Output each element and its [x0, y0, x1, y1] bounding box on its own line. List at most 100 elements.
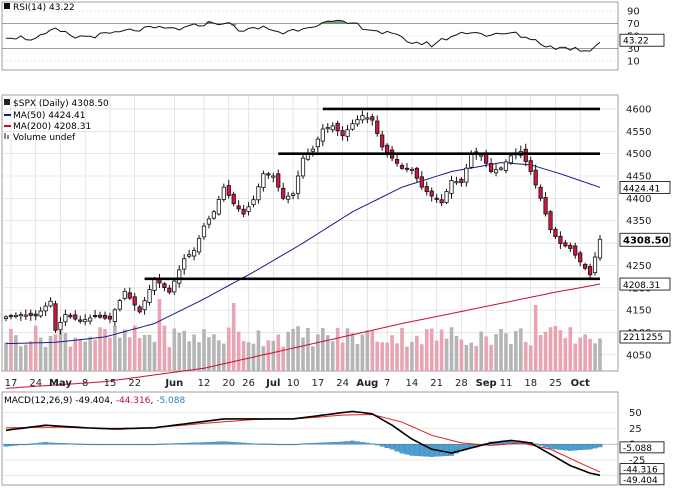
candle-body — [3, 316, 9, 320]
price-tick-label: 4050 — [626, 350, 651, 361]
candle-body — [503, 161, 509, 171]
macd-line-badge: -49.404 — [619, 473, 665, 486]
volume-bar — [137, 338, 142, 371]
volume-bar — [548, 327, 553, 371]
candle-body — [315, 138, 320, 148]
candle-body — [33, 313, 38, 317]
candle-body — [271, 175, 276, 178]
candle-body — [276, 173, 281, 188]
volume-bar — [330, 341, 335, 371]
candle-body — [191, 250, 197, 257]
candle-body — [498, 167, 504, 170]
volume-bar — [578, 337, 582, 371]
candle-body — [246, 206, 251, 212]
date-tick-label: Jun — [164, 378, 183, 389]
date-tick-label: May — [49, 378, 72, 389]
volume-bar — [385, 342, 389, 371]
macd-histogram-bar — [345, 441, 350, 445]
price-panel: 4600455045004450440043504300425042004150… — [1, 94, 671, 389]
volume-bar — [123, 329, 127, 371]
volume-bar — [217, 340, 221, 371]
macd-histogram-bar — [102, 444, 108, 446]
date-tick-label: 7 — [384, 378, 390, 389]
volume-legend-text: Volume undef — [13, 133, 76, 143]
macd-histogram-bar — [82, 443, 88, 445]
macd-histogram-bar — [300, 443, 306, 445]
candle-body — [167, 287, 172, 293]
volume-bar — [162, 325, 167, 371]
macd-histogram-bar — [216, 441, 222, 445]
price-candles — [3, 110, 603, 335]
volume-bar — [593, 343, 597, 371]
candle-body — [375, 120, 380, 134]
candle-body — [241, 208, 246, 215]
candle-body — [523, 148, 528, 162]
candle-body — [310, 148, 316, 152]
candle-body — [340, 130, 345, 137]
macd-histogram-bar — [53, 442, 58, 445]
volume-bar — [454, 335, 459, 371]
candle-body — [449, 180, 454, 194]
volume-bar — [93, 339, 97, 371]
date-tick-label: 22 — [128, 378, 141, 389]
candle-body — [187, 254, 192, 257]
candle-body — [38, 310, 43, 317]
macd-histogram-bar — [77, 443, 83, 445]
volume-bar — [434, 340, 439, 371]
volume-bar — [241, 340, 246, 371]
volume-legend-swatch-2 — [7, 135, 9, 139]
volume-bar — [509, 343, 513, 371]
svg-text:-44.316: -44.316 — [623, 466, 658, 476]
candle-body — [370, 116, 375, 121]
macd-histogram-bar — [107, 444, 113, 446]
macd-histogram-bar — [152, 444, 157, 446]
candle-body — [177, 269, 182, 284]
date-tick-label: 15 — [104, 378, 117, 389]
candle-body — [43, 305, 48, 312]
candle-body — [548, 211, 553, 231]
macd-histogram-bar — [270, 443, 276, 445]
volume-bar — [9, 328, 13, 371]
rsi-gridlines — [2, 10, 618, 62]
volume-bar — [187, 341, 191, 371]
candle-body — [295, 175, 301, 194]
svg-text:4208.31: 4208.31 — [623, 281, 660, 291]
candle-body — [573, 245, 578, 256]
macd-histogram-bar — [156, 443, 162, 445]
volume-bar — [528, 345, 533, 371]
volume-bar — [73, 337, 78, 371]
macd-histogram-bar — [548, 444, 553, 449]
macd-histogram-bar — [419, 444, 425, 457]
candle-body — [434, 197, 439, 200]
macd-histogram-bar — [592, 444, 598, 449]
candle-body — [107, 315, 113, 320]
macd-histogram-bar — [369, 443, 375, 445]
svg-text:2211255: 2211255 — [623, 333, 663, 343]
macd-histogram-bar — [58, 443, 63, 445]
macd-histogram-bar — [201, 442, 207, 445]
candle-body — [385, 144, 390, 153]
volume-bar — [449, 327, 454, 371]
date-tick-label: Sep — [476, 378, 497, 389]
macd-histogram-bar — [246, 443, 251, 445]
macd-histogram-bar — [557, 444, 563, 450]
candle-body — [182, 258, 187, 270]
macd-histogram-bar — [424, 444, 430, 457]
volume-bar — [108, 337, 112, 371]
macd-histogram-bar — [562, 444, 568, 451]
candle-body — [335, 122, 340, 132]
macd-histogram-bar — [112, 444, 118, 446]
candle-body — [73, 314, 78, 320]
date-tick-label: 24 — [336, 378, 349, 389]
volume-bar — [598, 338, 602, 371]
volume-bar — [103, 329, 107, 371]
macd-histogram-bar — [176, 443, 182, 445]
volume-bar — [380, 342, 384, 371]
volume-bar — [222, 343, 226, 371]
macd-histogram-bar — [310, 443, 316, 445]
macd-histogram-bar — [538, 444, 544, 446]
macd-histogram-bar — [236, 442, 242, 445]
candle-body — [583, 263, 588, 269]
rsi-label: RSI(14) 43.22 — [13, 3, 75, 13]
